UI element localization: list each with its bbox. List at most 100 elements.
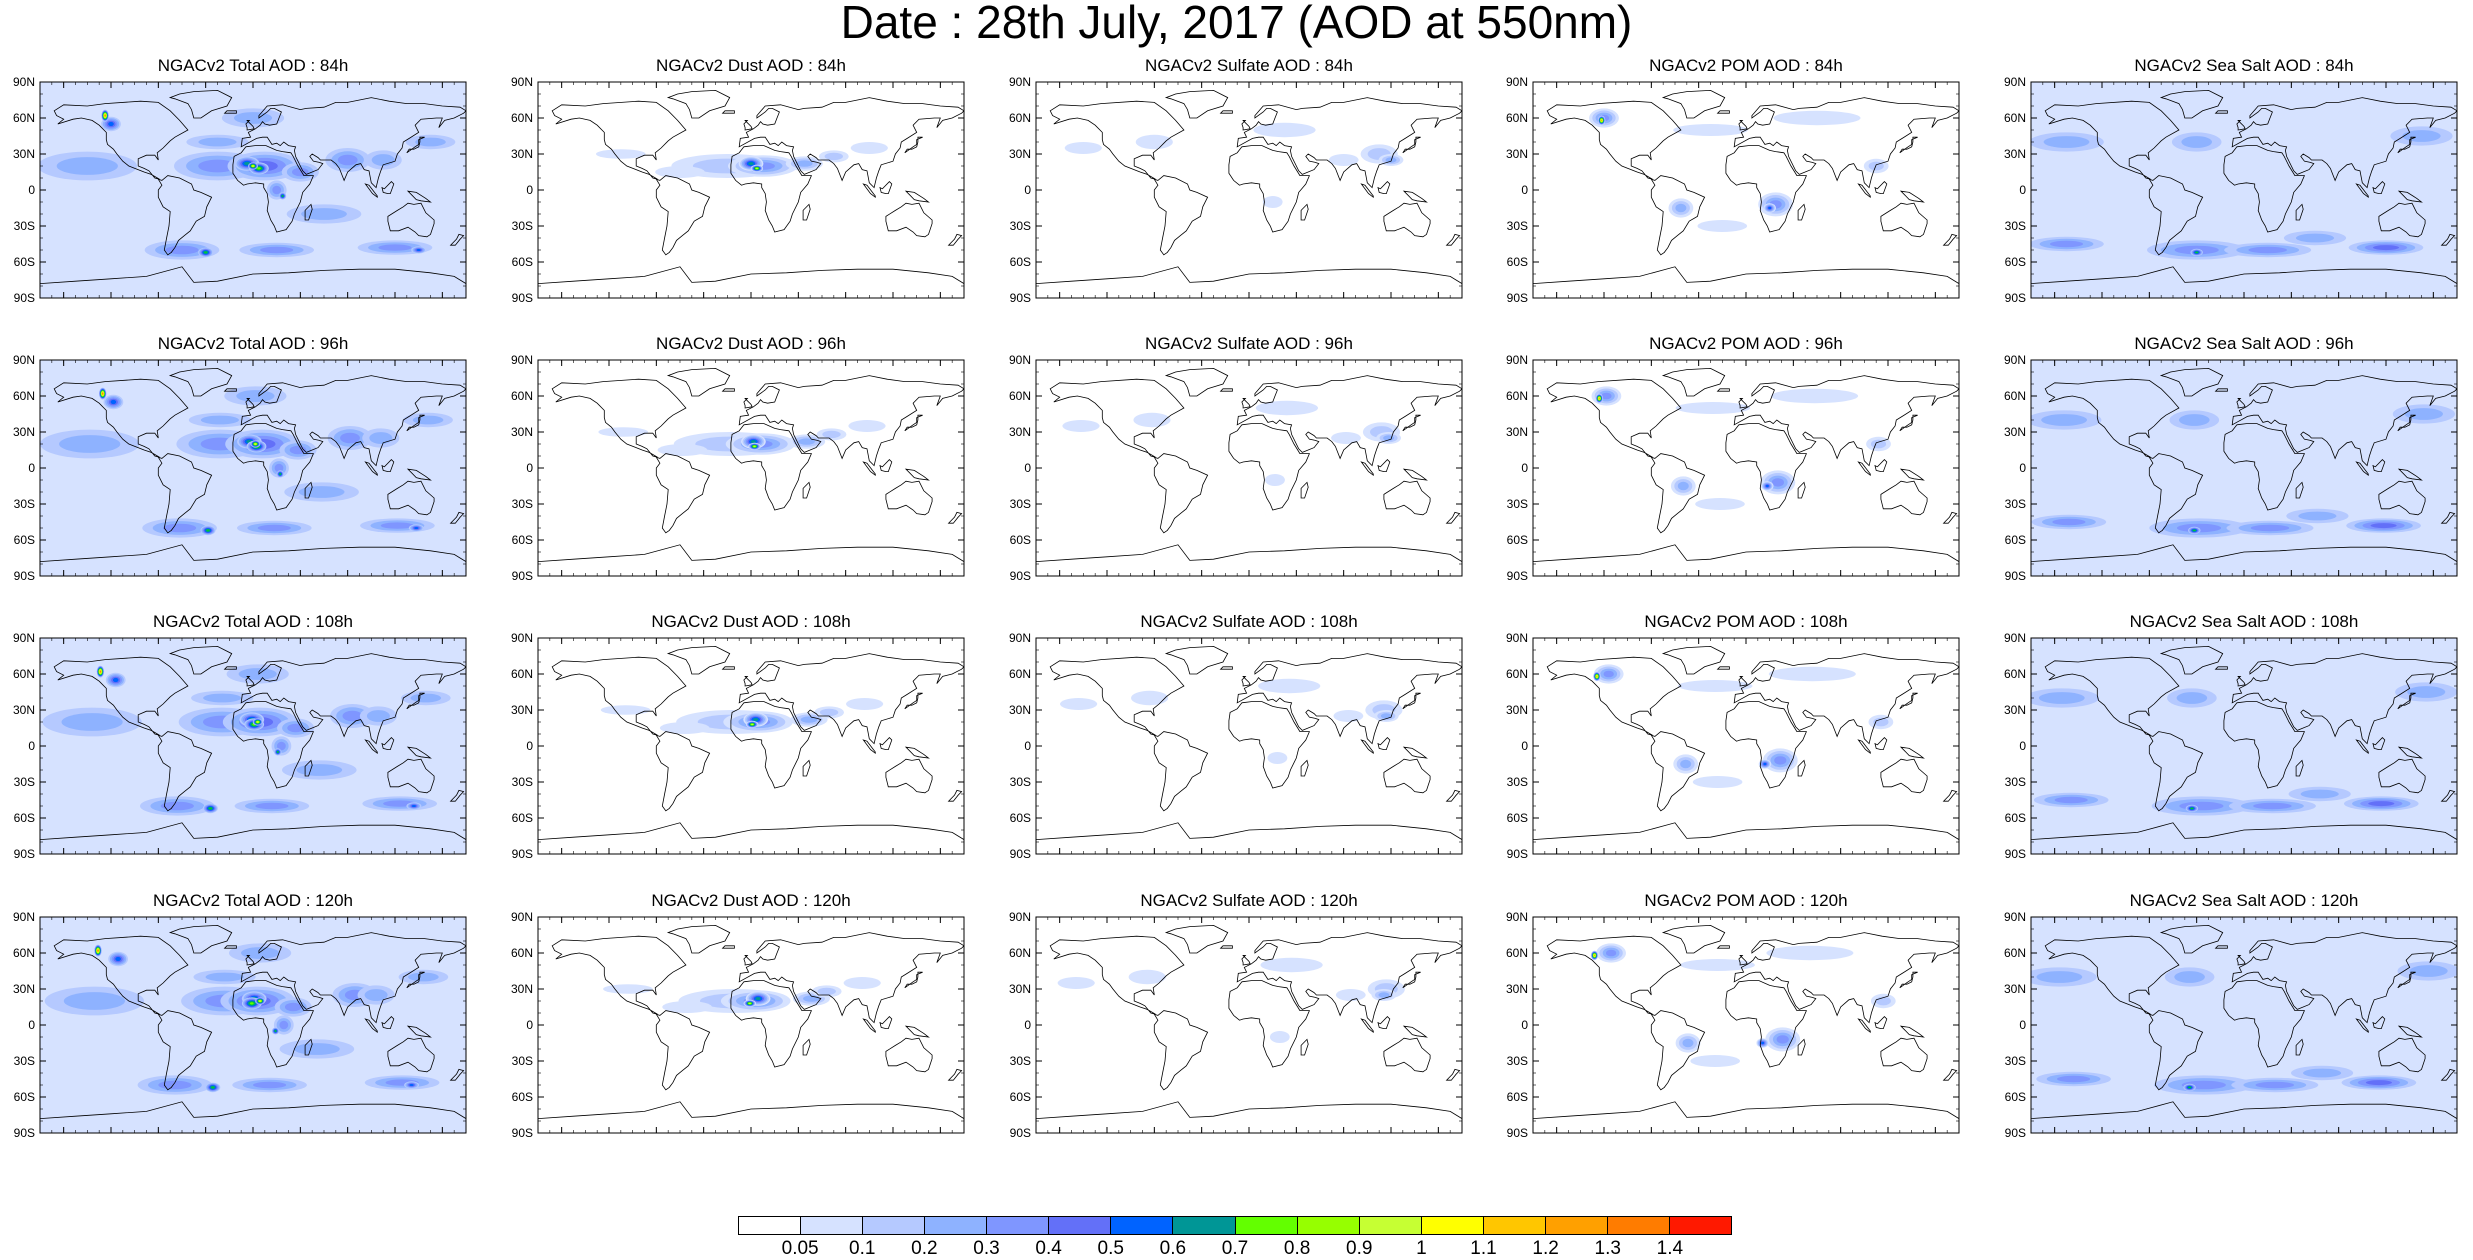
colorbar-label: 1 xyxy=(1416,1238,1427,1259)
lat-tick-label: 30S xyxy=(1010,775,1031,789)
lat-tick-label: 60S xyxy=(1010,811,1031,825)
aod-contour xyxy=(2248,246,2287,254)
map-panel: NGACv2 Sulfate AOD : 120h 90N 60N 30N 0 30S 60… xyxy=(996,891,1466,1141)
coastline xyxy=(1546,378,1682,458)
coastline xyxy=(1533,822,1959,840)
map-panel: NGACv2 POM AOD : 84h90N60N30N030S60S90S1… xyxy=(1493,56,1963,306)
coastline xyxy=(240,97,466,189)
map-panel: NGACv2 POM AOD : 96h90N60N30N030S60S90S1… xyxy=(1493,334,1963,584)
aod-contour xyxy=(2190,807,2194,810)
coastline xyxy=(1899,971,1918,989)
coastline xyxy=(2378,202,2426,238)
aod-contour xyxy=(211,1086,215,1089)
coastline xyxy=(381,737,395,750)
coastline xyxy=(730,423,813,511)
lat-tick-label: 0 xyxy=(2019,1018,2026,1032)
lat-tick-label: 90S xyxy=(2005,291,2026,305)
lat-tick-label: 90N xyxy=(2004,631,2026,645)
lat-tick-label: 30S xyxy=(1010,1054,1031,1068)
lat-tick-label: 30N xyxy=(1009,147,1031,161)
coastline xyxy=(387,202,435,238)
aod-contour xyxy=(2253,802,2292,810)
panel-title: NGACv2 Sulfate AOD : 108h xyxy=(1140,612,1358,631)
coastline xyxy=(1942,233,1958,246)
aod-contour xyxy=(2176,692,2208,704)
aod-contour xyxy=(163,523,197,533)
coastline xyxy=(232,145,315,233)
lat-tick-label: 30N xyxy=(511,982,533,996)
coastline xyxy=(364,183,378,198)
aod-map: 90N60N30N030S60S90S160W120W80W40W040E80E… xyxy=(1009,631,1463,861)
aod-contour xyxy=(819,708,839,717)
aod-contour xyxy=(260,246,294,254)
coastline xyxy=(2044,935,2180,1015)
coastline xyxy=(2355,739,2369,754)
lat-tick-label: 60S xyxy=(14,1090,35,1104)
aod-contour xyxy=(1776,1035,1789,1044)
map-panel: NGACv2 Sulfate AOD : 96h 90N 60N 30N 0 30S 60S… xyxy=(996,334,1466,584)
aod-contour xyxy=(272,185,282,195)
coastline xyxy=(40,544,466,562)
lat-tick-label: 60S xyxy=(1507,533,1528,547)
coastline xyxy=(1661,89,1726,119)
aod-contour xyxy=(56,157,118,175)
coastline xyxy=(1733,375,1959,467)
coastline xyxy=(1533,544,1959,562)
aod-contour xyxy=(1258,678,1321,694)
lat-tick-label: 0 xyxy=(2019,739,2026,753)
lat-tick-label: 30S xyxy=(14,219,35,233)
coastline xyxy=(2044,100,2180,180)
aod-contour xyxy=(1768,666,1856,682)
lat-tick-label: 90N xyxy=(1506,631,1528,645)
colorbar-label: 0.2 xyxy=(911,1238,938,1259)
colorbar-swatch xyxy=(1669,1217,1731,1234)
aod-contour xyxy=(2176,523,2222,533)
aod-contour xyxy=(600,705,651,715)
coastline xyxy=(802,1038,811,1056)
coastline xyxy=(1738,955,1748,966)
lat-tick-label: 60N xyxy=(1506,389,1528,403)
coastline xyxy=(2223,145,2306,233)
colorbar-label: 0.5 xyxy=(1097,1238,1124,1259)
panel-title: NGACv2 POM AOD : 96h xyxy=(1649,334,1843,353)
coastline xyxy=(730,145,813,233)
coastline xyxy=(904,190,930,203)
aod-contour xyxy=(1267,752,1288,764)
colorbar-swatch xyxy=(863,1217,926,1234)
aod-contour xyxy=(204,251,208,254)
coastline xyxy=(2397,692,2416,710)
coastline xyxy=(1153,1010,1209,1091)
coastline xyxy=(1880,480,1928,516)
coastline xyxy=(655,731,711,812)
coastline xyxy=(1857,183,1871,198)
coastline xyxy=(2440,511,2456,524)
aod-map: 90N60N30N030S60S90S160W120W80W40W040E80E… xyxy=(13,353,467,583)
map-panel: NGACv2 Dust AOD : 120h 90N 60N 30N 0 30S 60S 90… xyxy=(498,891,968,1141)
colorbar-swatch xyxy=(1421,1217,1484,1234)
colorbar-label: 0.1 xyxy=(849,1238,876,1259)
coastline xyxy=(1797,1038,1806,1056)
lat-tick-label: 30N xyxy=(1009,425,1031,439)
aod-contour xyxy=(2370,523,2397,529)
coastline xyxy=(2044,378,2180,458)
coastline xyxy=(1049,935,1185,1015)
coastline xyxy=(245,676,255,687)
aod-contour xyxy=(208,807,212,810)
lat-tick-label: 30S xyxy=(2005,775,2026,789)
coastline xyxy=(1236,653,1462,745)
aod-contour xyxy=(112,677,119,683)
coastline xyxy=(168,89,233,119)
coastline xyxy=(2440,789,2456,802)
lat-tick-label: 60S xyxy=(2005,533,2026,547)
aod-contour xyxy=(2193,529,2196,532)
aod-contour xyxy=(1601,119,1602,121)
colorbar-swatch xyxy=(1359,1217,1422,1234)
aod-contour xyxy=(2179,414,2210,426)
aod-contour xyxy=(796,160,813,167)
coastline xyxy=(1360,183,1374,198)
aod-contour xyxy=(378,244,412,251)
lat-tick-label: 90S xyxy=(14,847,35,861)
coastline xyxy=(387,1037,435,1073)
coastline xyxy=(2355,1018,2369,1033)
